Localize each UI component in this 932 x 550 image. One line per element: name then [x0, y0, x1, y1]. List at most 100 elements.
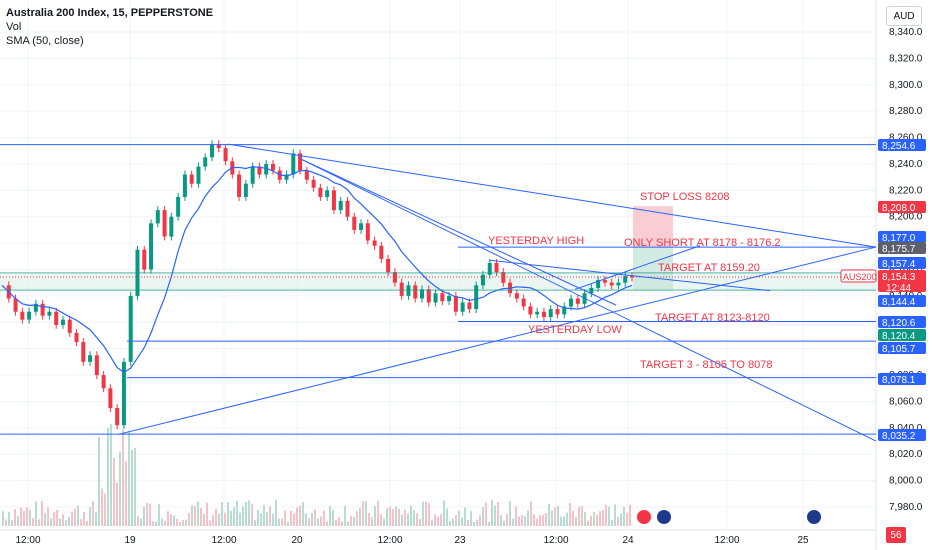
volume-bar: [212, 515, 214, 526]
candle: [270, 163, 275, 171]
volume-bar: [197, 501, 199, 526]
annotation-label: ONLY SHORT AT 8178 - 8176.2: [624, 237, 781, 249]
volume-bar: [332, 509, 334, 526]
volume-bar: [386, 508, 388, 526]
candle: [420, 289, 424, 299]
volume-bar: [80, 519, 82, 526]
candle: [27, 311, 32, 320]
candle: [447, 295, 452, 302]
volume-bar: [2, 511, 4, 526]
candle: [162, 210, 167, 237]
volume-bar: [254, 520, 256, 526]
volume-bar: [581, 505, 583, 526]
candle: [345, 200, 350, 217]
volume-bar: [296, 507, 298, 526]
volume-bar: [8, 512, 10, 526]
candle: [155, 210, 160, 224]
level-lines: [0, 144, 876, 435]
grid-lines: [0, 0, 876, 530]
currency-button[interactable]: AUD: [886, 6, 922, 26]
volume-bar: [383, 518, 385, 526]
volume-bar: [440, 514, 442, 526]
price-label: 8,120.4: [882, 331, 916, 342]
candle: [176, 196, 181, 217]
candle: [196, 166, 201, 184]
price-label-box: [878, 270, 926, 292]
chart-legend: Australia 200 Index, 15, PEPPERSTONE Vol…: [6, 6, 213, 48]
candle: [311, 179, 316, 188]
price-tick-label: 8,020.0: [889, 449, 923, 460]
volume-bar: [11, 520, 13, 526]
price-tick-label: 8,320.0: [889, 53, 923, 64]
volume-bar: [377, 500, 379, 526]
volume-bar: [620, 513, 622, 526]
volume-bar: [170, 514, 172, 526]
annotation-label: TARGET AT 8159.20: [658, 262, 760, 274]
volume-bar: [32, 518, 34, 526]
candle: [494, 262, 499, 273]
volume-bar: [188, 512, 190, 526]
price-label-box: [878, 257, 926, 269]
volume-bar: [473, 521, 475, 526]
volume-bar: [479, 515, 481, 526]
candle: [182, 174, 187, 197]
candle: [569, 298, 574, 307]
candle: [589, 287, 594, 294]
time-axis: 12:00 19 12:00 20 12:00 23 12:00 24 12:00 25: [15, 535, 809, 546]
candle: [426, 289, 431, 303]
volume-bar: [176, 518, 178, 526]
volume-bar: [446, 508, 448, 526]
volume-bar: [53, 512, 55, 526]
price-label: 8,120.6: [882, 318, 916, 329]
volume-bar: [218, 513, 220, 526]
volume-bar: [251, 503, 253, 526]
time-tick-label: 19: [124, 535, 136, 546]
volume-bar: [221, 502, 223, 526]
price-label: 8,154.3: [882, 272, 916, 283]
volume-bar: [59, 518, 61, 526]
volume-bar: [203, 514, 205, 526]
volume-bar: [569, 502, 571, 526]
volume-bar: [278, 518, 280, 526]
candle: [20, 311, 25, 320]
volume-bar: [398, 508, 400, 526]
symbol-tag-box: [840, 269, 877, 283]
volume-bar: [185, 519, 187, 526]
volume-bar: [320, 516, 322, 526]
candle: [413, 285, 418, 299]
price-label: 8,105.7: [882, 344, 916, 355]
price-label-box: [878, 373, 926, 385]
indicator-count-badge[interactable]: 56: [886, 527, 906, 543]
volume-bar: [317, 518, 319, 526]
volume-bar: [335, 519, 337, 526]
volume-bar: [329, 505, 331, 526]
volume-bar: [20, 507, 22, 526]
annotation-label: TARGET AT 8123-8120: [655, 312, 770, 324]
volume-bar: [416, 513, 418, 526]
volume-bar: [305, 513, 307, 526]
volume-bar: [407, 513, 409, 526]
volume-bar: [428, 502, 430, 526]
time-tick-label: 23: [454, 535, 466, 546]
sma-line: [1, 165, 633, 373]
candle: [338, 200, 343, 211]
volume-bar: [623, 506, 625, 526]
volume-bar: [380, 514, 382, 526]
price-label-box: [878, 231, 926, 243]
volume-bar: [425, 501, 427, 526]
annotation-label: YESTERDAY LOW: [528, 324, 622, 336]
volume-bar: [155, 521, 157, 526]
candle: [169, 216, 174, 237]
volume-bar: [86, 520, 88, 526]
volume-bar: [161, 518, 163, 526]
candle: [67, 319, 72, 333]
volume-bar: [527, 510, 529, 526]
volume-bar: [563, 516, 565, 526]
volume-bar: [272, 513, 274, 526]
time-tick-label: 25: [797, 535, 809, 546]
volume-bar: [362, 501, 364, 526]
volume-bar: [209, 520, 211, 526]
flag-icon: [807, 510, 821, 524]
volume-bar: [194, 505, 196, 526]
